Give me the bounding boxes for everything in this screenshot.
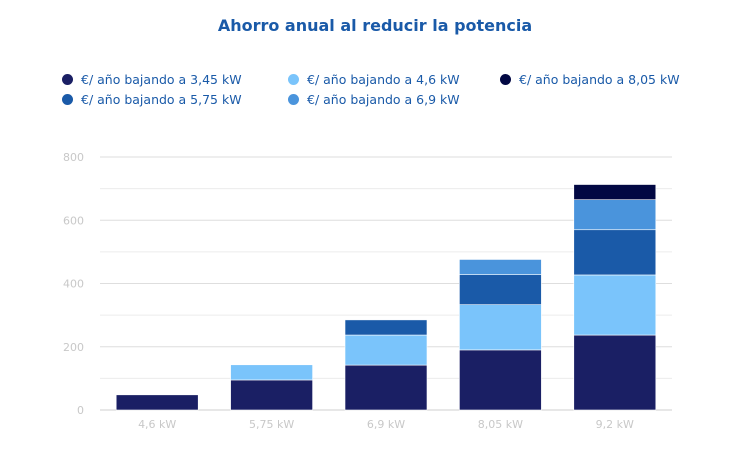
legend-swatch xyxy=(288,74,299,85)
x-tick-label: 6,9 kW xyxy=(367,418,405,431)
legend-label: €/ año bajando a 5,75 kW xyxy=(81,92,242,107)
legend-item-5-75[interactable]: €/ año bajando a 5,75 kW xyxy=(62,92,242,107)
bar-segment[interactable] xyxy=(230,379,313,411)
y-axis-ticks: 0 200 400 600 800 xyxy=(63,151,84,417)
bar-segment[interactable] xyxy=(230,364,313,381)
legend-item-4-6[interactable]: €/ año bajando a 4,6 kW xyxy=(288,72,460,87)
bar-segment[interactable] xyxy=(459,349,542,411)
bar-segment[interactable] xyxy=(573,199,657,231)
y-tick-label: 800 xyxy=(63,151,84,164)
bar-segment[interactable] xyxy=(459,259,542,275)
legend-swatch xyxy=(288,94,299,105)
bar-segment[interactable] xyxy=(573,274,657,336)
bar-segment[interactable] xyxy=(573,334,657,411)
legend-swatch xyxy=(500,74,511,85)
legend-label: €/ año bajando a 8,05 kW xyxy=(519,72,680,87)
bar-segment[interactable] xyxy=(115,394,199,411)
legend-swatch xyxy=(62,94,73,105)
bars xyxy=(115,184,657,411)
bar-segment[interactable] xyxy=(459,304,542,351)
y-tick-label: 600 xyxy=(63,214,84,227)
x-tick-label: 5,75 kW xyxy=(249,418,294,431)
bar-segment[interactable] xyxy=(573,229,657,276)
y-tick-label: 200 xyxy=(63,341,84,354)
y-tick-label: 0 xyxy=(77,404,84,417)
x-tick-label: 4,6 kW xyxy=(138,418,176,431)
legend-item-3-45[interactable]: €/ año bajando a 3,45 kW xyxy=(62,72,242,87)
x-tick-label: 8,05 kW xyxy=(478,418,523,431)
bar-segment[interactable] xyxy=(459,274,542,305)
bar-segment[interactable] xyxy=(344,334,428,366)
x-tick-label: 9,2 kW xyxy=(596,418,634,431)
legend-item-6-9[interactable]: €/ año bajando a 6,9 kW xyxy=(288,92,460,107)
y-tick-label: 400 xyxy=(63,278,84,291)
bar-segment[interactable] xyxy=(573,184,657,200)
legend-label: €/ año bajando a 3,45 kW xyxy=(81,72,242,87)
chart-title: Ahorro anual al reducir la potencia xyxy=(217,16,533,35)
legend-item-8-05[interactable]: €/ año bajando a 8,05 kW xyxy=(500,72,680,87)
legend-label: €/ año bajando a 6,9 kW xyxy=(307,92,460,107)
legend-swatch xyxy=(62,74,73,85)
legend-label: €/ año bajando a 4,6 kW xyxy=(307,72,460,87)
bar-segment[interactable] xyxy=(344,319,428,336)
bar-segment[interactable] xyxy=(344,364,428,411)
x-axis-ticks: 4,6 kW 5,75 kW 6,9 kW 8,05 kW 9,2 kW xyxy=(138,418,634,431)
